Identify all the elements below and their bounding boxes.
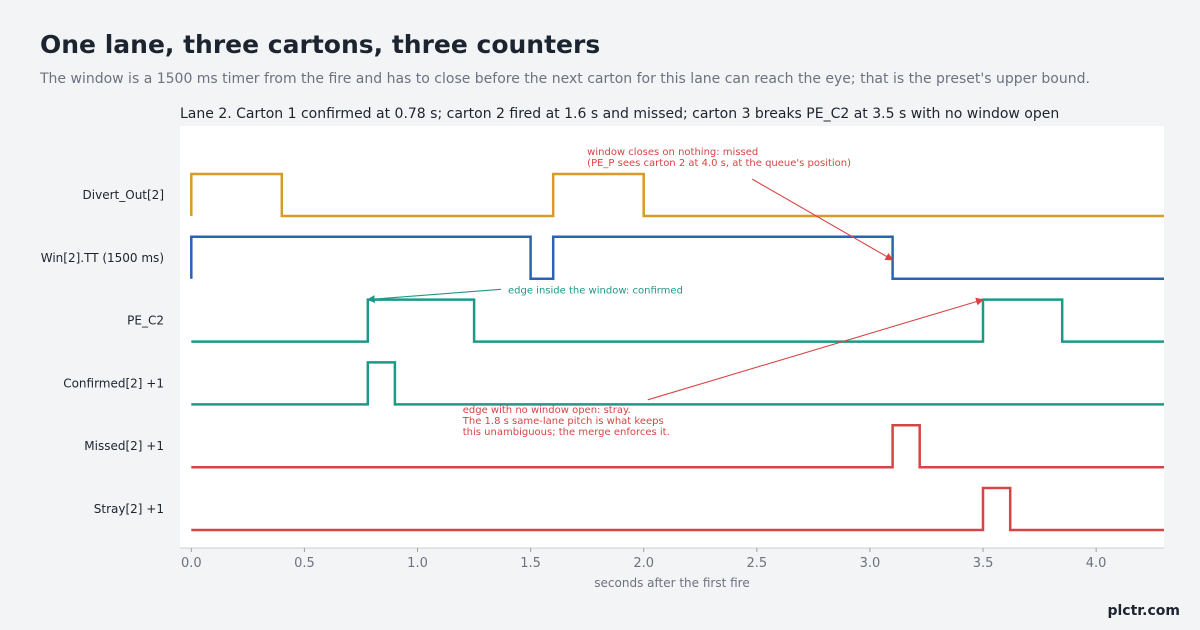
row-label: PE_C2 — [127, 314, 164, 328]
row-label: Win[2].TT (1500 ms) — [41, 251, 164, 265]
plot-area — [180, 126, 1164, 548]
page-subtitle: The window is a 1500 ms timer from the f… — [40, 71, 1090, 87]
row-label: Missed[2] +1 — [84, 439, 164, 453]
annotation-arrow — [366, 288, 502, 304]
annotation-text: edge inside the window: confirmed — [508, 285, 683, 296]
x-axis-label: seconds after the first fire — [594, 576, 749, 590]
row-label: Divert_Out[2] — [83, 188, 164, 202]
row-label: Stray[2] +1 — [94, 502, 164, 516]
page-title: One lane, three cartons, three counters — [40, 30, 601, 59]
signal-trace — [191, 423, 1164, 469]
annotation-text: window closes on nothing: missed (PE_P se… — [587, 147, 851, 169]
x-tick-label: 1.0 — [407, 556, 428, 571]
signal-trace — [191, 486, 1164, 532]
x-tick-label: 2.5 — [746, 556, 767, 571]
annotation-arrow — [647, 297, 984, 401]
brand-logo-text: plctr.com — [1107, 603, 1180, 619]
x-tick-label: 3.0 — [860, 556, 881, 571]
x-tick-label: 0.0 — [181, 556, 202, 571]
signal-trace — [190, 172, 1164, 218]
x-tick-label: 0.5 — [294, 556, 315, 571]
x-tick-label: 3.5 — [973, 556, 994, 571]
signal-trace — [191, 361, 1164, 406]
x-tick-label: 4.0 — [1086, 556, 1107, 571]
row-label: Confirmed[2] +1 — [63, 376, 164, 390]
signal-trace — [190, 235, 1164, 281]
signal-trace — [191, 298, 1164, 343]
chart-title: Lane 2. Carton 1 confirmed at 0.78 s; ca… — [180, 106, 1059, 122]
x-tick-label: 1.5 — [520, 556, 541, 571]
annotation-text: edge with no window open: stray. The 1.8 … — [462, 405, 670, 438]
x-tick-label: 2.0 — [633, 556, 654, 571]
annotation-arrow — [751, 178, 894, 261]
